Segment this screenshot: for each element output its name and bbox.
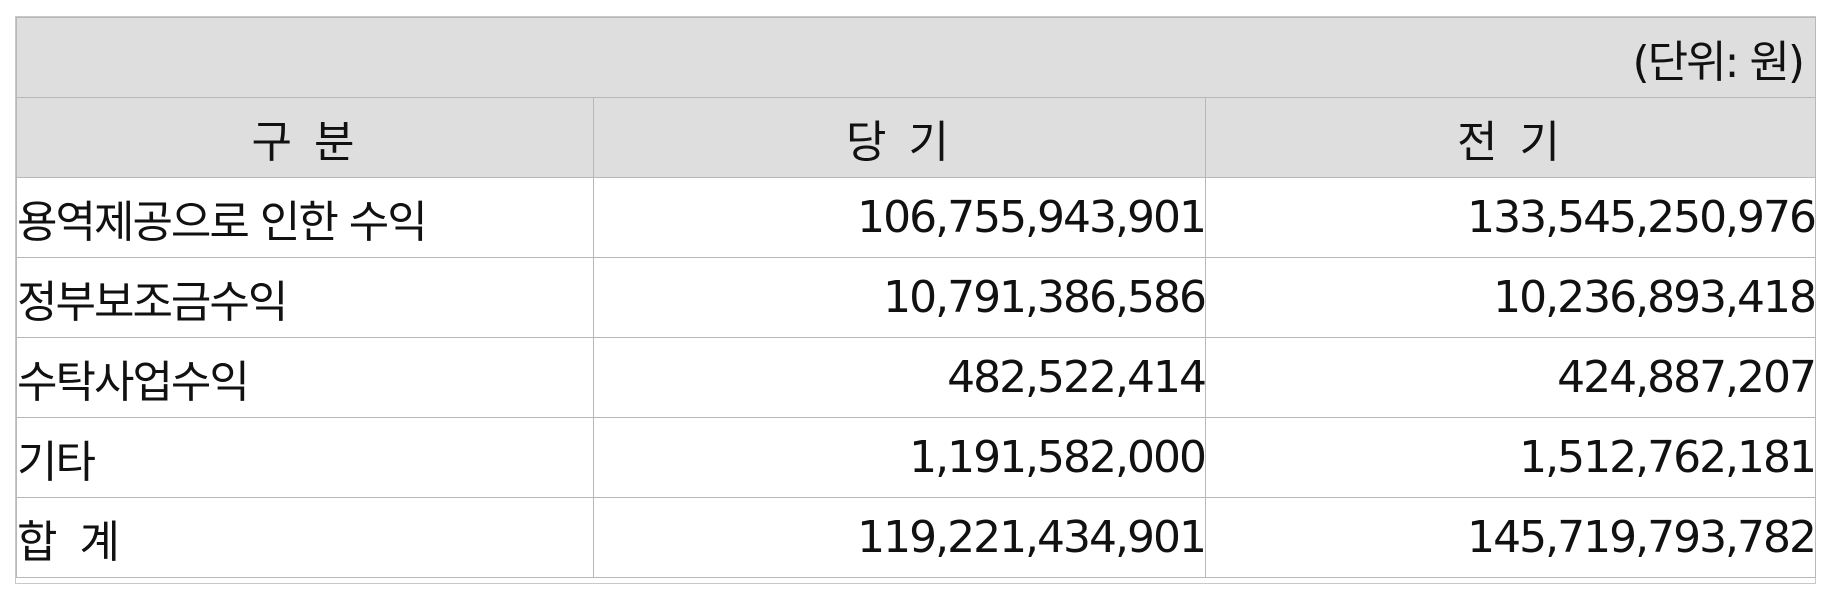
row-label: 기타 xyxy=(16,417,594,498)
total-label: 합 계 xyxy=(16,497,594,578)
previous-value: 1,512,762,181 xyxy=(1204,417,1817,498)
total-row: 합 계 119,221,434,901 145,719,793,782 xyxy=(16,497,1817,578)
table-row: 수탁사업수익 482,522,414 424,887,207 xyxy=(16,337,1817,418)
unit-row: (단위: 원) xyxy=(15,17,1817,98)
revenue-table: (단위: 원) 구 분 당 기 전 기 용역제공으로 인한 수익 106,755… xyxy=(15,17,1817,578)
row-label: 정부보조금수익 xyxy=(16,257,594,338)
current-value: 1,191,582,000 xyxy=(593,417,1206,498)
row-label: 수탁사업수익 xyxy=(16,337,594,418)
total-current-value: 119,221,434,901 xyxy=(593,497,1206,578)
current-value: 10,791,386,586 xyxy=(593,257,1206,338)
unit-note: (단위: 원) xyxy=(15,17,1817,98)
header-row: 구 분 당 기 전 기 xyxy=(16,97,1817,178)
header-previous-period: 전 기 xyxy=(1204,97,1817,178)
current-value: 482,522,414 xyxy=(593,337,1206,418)
row-label: 용역제공으로 인한 수익 xyxy=(16,177,594,258)
header-category: 구 분 xyxy=(16,97,594,178)
table-row: 기타 1,191,582,000 1,512,762,181 xyxy=(16,417,1817,498)
previous-value: 133,545,250,976 xyxy=(1204,177,1817,258)
table-row: 용역제공으로 인한 수익 106,755,943,901 133,545,250… xyxy=(16,177,1817,258)
total-previous-value: 145,719,793,782 xyxy=(1204,497,1817,578)
table-row: 정부보조금수익 10,791,386,586 10,236,893,418 xyxy=(16,257,1817,338)
header-current-period: 당 기 xyxy=(593,97,1206,178)
previous-value: 424,887,207 xyxy=(1204,337,1817,418)
current-value: 106,755,943,901 xyxy=(593,177,1206,258)
previous-value: 10,236,893,418 xyxy=(1204,257,1817,338)
